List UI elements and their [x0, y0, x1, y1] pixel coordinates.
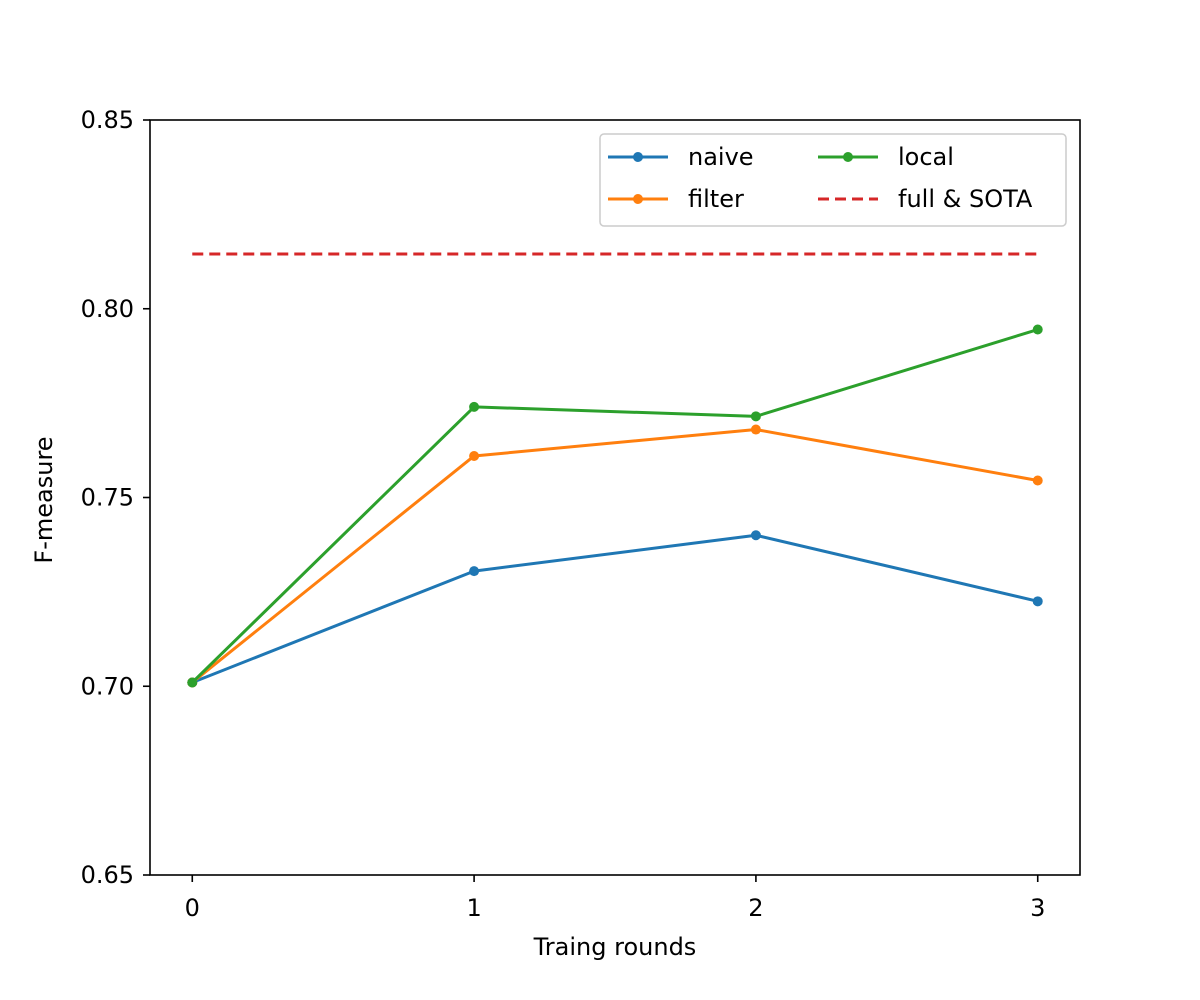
- x-tick-label: 2: [748, 894, 763, 922]
- y-tick-label: 0.70: [81, 672, 134, 700]
- data-point-filter: [1032, 475, 1043, 486]
- y-tick-label: 0.85: [81, 106, 134, 134]
- data-point-naive: [750, 530, 761, 541]
- x-tick-label: 1: [466, 894, 481, 922]
- data-point-local: [1032, 324, 1043, 335]
- series-line-filter: [191, 428, 1038, 684]
- legend-items: naive filter local full & SOTA: [608, 143, 1033, 213]
- y-tick-label: 0.75: [81, 484, 134, 512]
- legend: naive filter local full & SOTA: [599, 133, 1067, 227]
- data-point-naive: [1032, 596, 1043, 607]
- x-axis-label: Traing rounds: [533, 933, 697, 961]
- legend-label-naive: naive: [688, 143, 754, 171]
- series-line-local: [191, 328, 1039, 684]
- x-tick-label: 3: [1030, 894, 1045, 922]
- data-point-filter: [750, 424, 761, 435]
- series-layer: [187, 252, 1043, 688]
- y-axis-ticks: 0.65 0.70 0.75 0.80 0.85: [81, 106, 150, 889]
- legend-label-full-sota: full & SOTA: [898, 185, 1033, 213]
- data-point-local: [469, 401, 480, 412]
- series-line-naive: [191, 533, 1039, 684]
- legend-marker-local: [843, 152, 853, 162]
- x-axis-ticks: 0 1 2 3: [185, 875, 1045, 922]
- data-point-local: [750, 411, 761, 422]
- y-axis-label: F-measure: [30, 436, 58, 563]
- legend-frame: [599, 133, 1067, 227]
- data-point-local: [187, 677, 198, 688]
- legend-marker-filter: [633, 194, 643, 204]
- plot-area: [149, 119, 1081, 876]
- data-point-filter: [469, 450, 480, 461]
- data-point-naive: [469, 566, 480, 577]
- y-tick-label: 0.80: [81, 295, 134, 323]
- legend-marker-naive: [633, 152, 643, 162]
- legend-label-local: local: [898, 143, 954, 171]
- y-tick-label: 0.65: [81, 861, 134, 889]
- x-tick-label: 0: [185, 894, 200, 922]
- legend-label-filter: filter: [688, 185, 744, 213]
